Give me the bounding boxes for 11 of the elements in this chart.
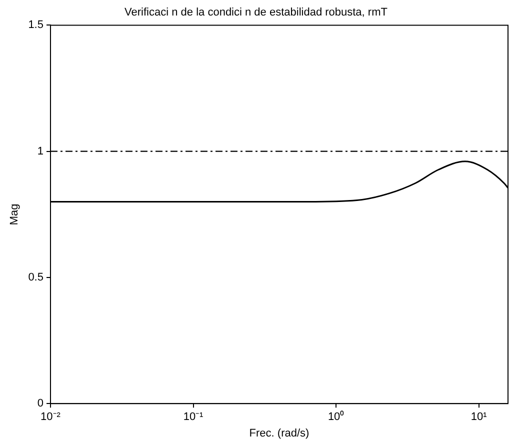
x-axis-title: Frec. (rad/s) (249, 427, 310, 440)
y-tick-label: 1 (37, 145, 44, 158)
x-tick-label: 10⁰ (328, 410, 344, 424)
y-tick-label: 0.5 (28, 272, 44, 284)
chart-title: Verificaci n de la condici n de estabilidad robusta, rmT (124, 6, 388, 19)
y-axis-title: Mag (8, 204, 21, 226)
x-tick-label: 10¹ (470, 411, 488, 424)
x-tick-label: 10⁻¹ (183, 411, 204, 424)
y-tick-label: 0 (37, 398, 44, 410)
y-tick-label: 1.5 (28, 19, 44, 32)
x-tick-label: 10⁻² (40, 411, 61, 424)
